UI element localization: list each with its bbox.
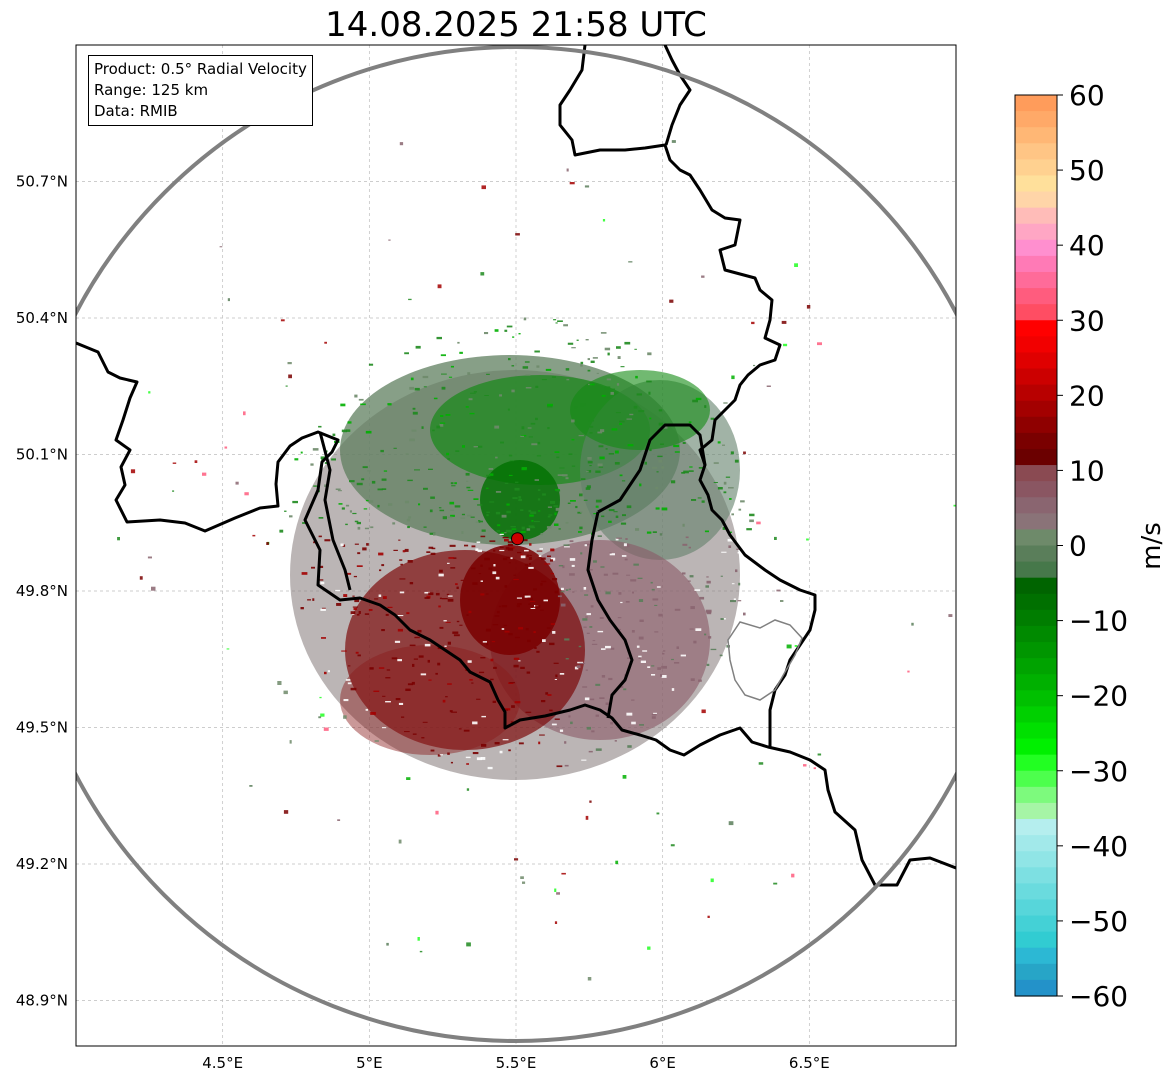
lat-tick-label: 50.7°N — [16, 173, 68, 191]
info-data: Data: RMIB — [94, 102, 178, 120]
luxembourg-region-border — [727, 619, 803, 701]
info-product: Product: 0.5° Radial Velocity — [94, 60, 307, 78]
velocity-echoes — [117, 140, 956, 981]
lat-tick-label: 50.4°N — [16, 309, 68, 327]
lat-tick-label: 49.8°N — [16, 582, 68, 600]
lat-tick-label: 49.5°N — [16, 719, 68, 737]
plot-frame — [75, 44, 957, 1047]
lon-tick-label: 5°E — [356, 1054, 383, 1072]
lat-tick-label: 48.9°N — [16, 992, 68, 1010]
radar-site-marker — [511, 532, 524, 546]
lat-tick-label: 49.2°N — [16, 855, 68, 873]
lon-tick-label: 4.5°E — [202, 1054, 243, 1072]
info-range: Range: 125 km — [94, 81, 209, 99]
latitude-ticks: 50.7°N 50.4°N 50.1°N 49.8°N 49.5°N 49.2°N 48.9… — [16, 173, 68, 1010]
radar-range-ring — [76, 45, 956, 1043]
lon-tick-label: 6.5°E — [789, 1054, 830, 1072]
info-box: Product: 0.5° Radial Velocity Range: 125… — [88, 55, 313, 126]
longitude-ticks: 4.5°E 5°E 5.5°E 6°E 6.5°E — [202, 1054, 830, 1072]
map-title: 14.08.2025 21:58 UTC — [325, 5, 707, 45]
country-borders — [76, 45, 956, 887]
lon-tick-label: 5.5°E — [496, 1054, 537, 1072]
lat-tick-label: 50.1°N — [16, 446, 68, 464]
lon-tick-label: 6°E — [649, 1054, 676, 1072]
